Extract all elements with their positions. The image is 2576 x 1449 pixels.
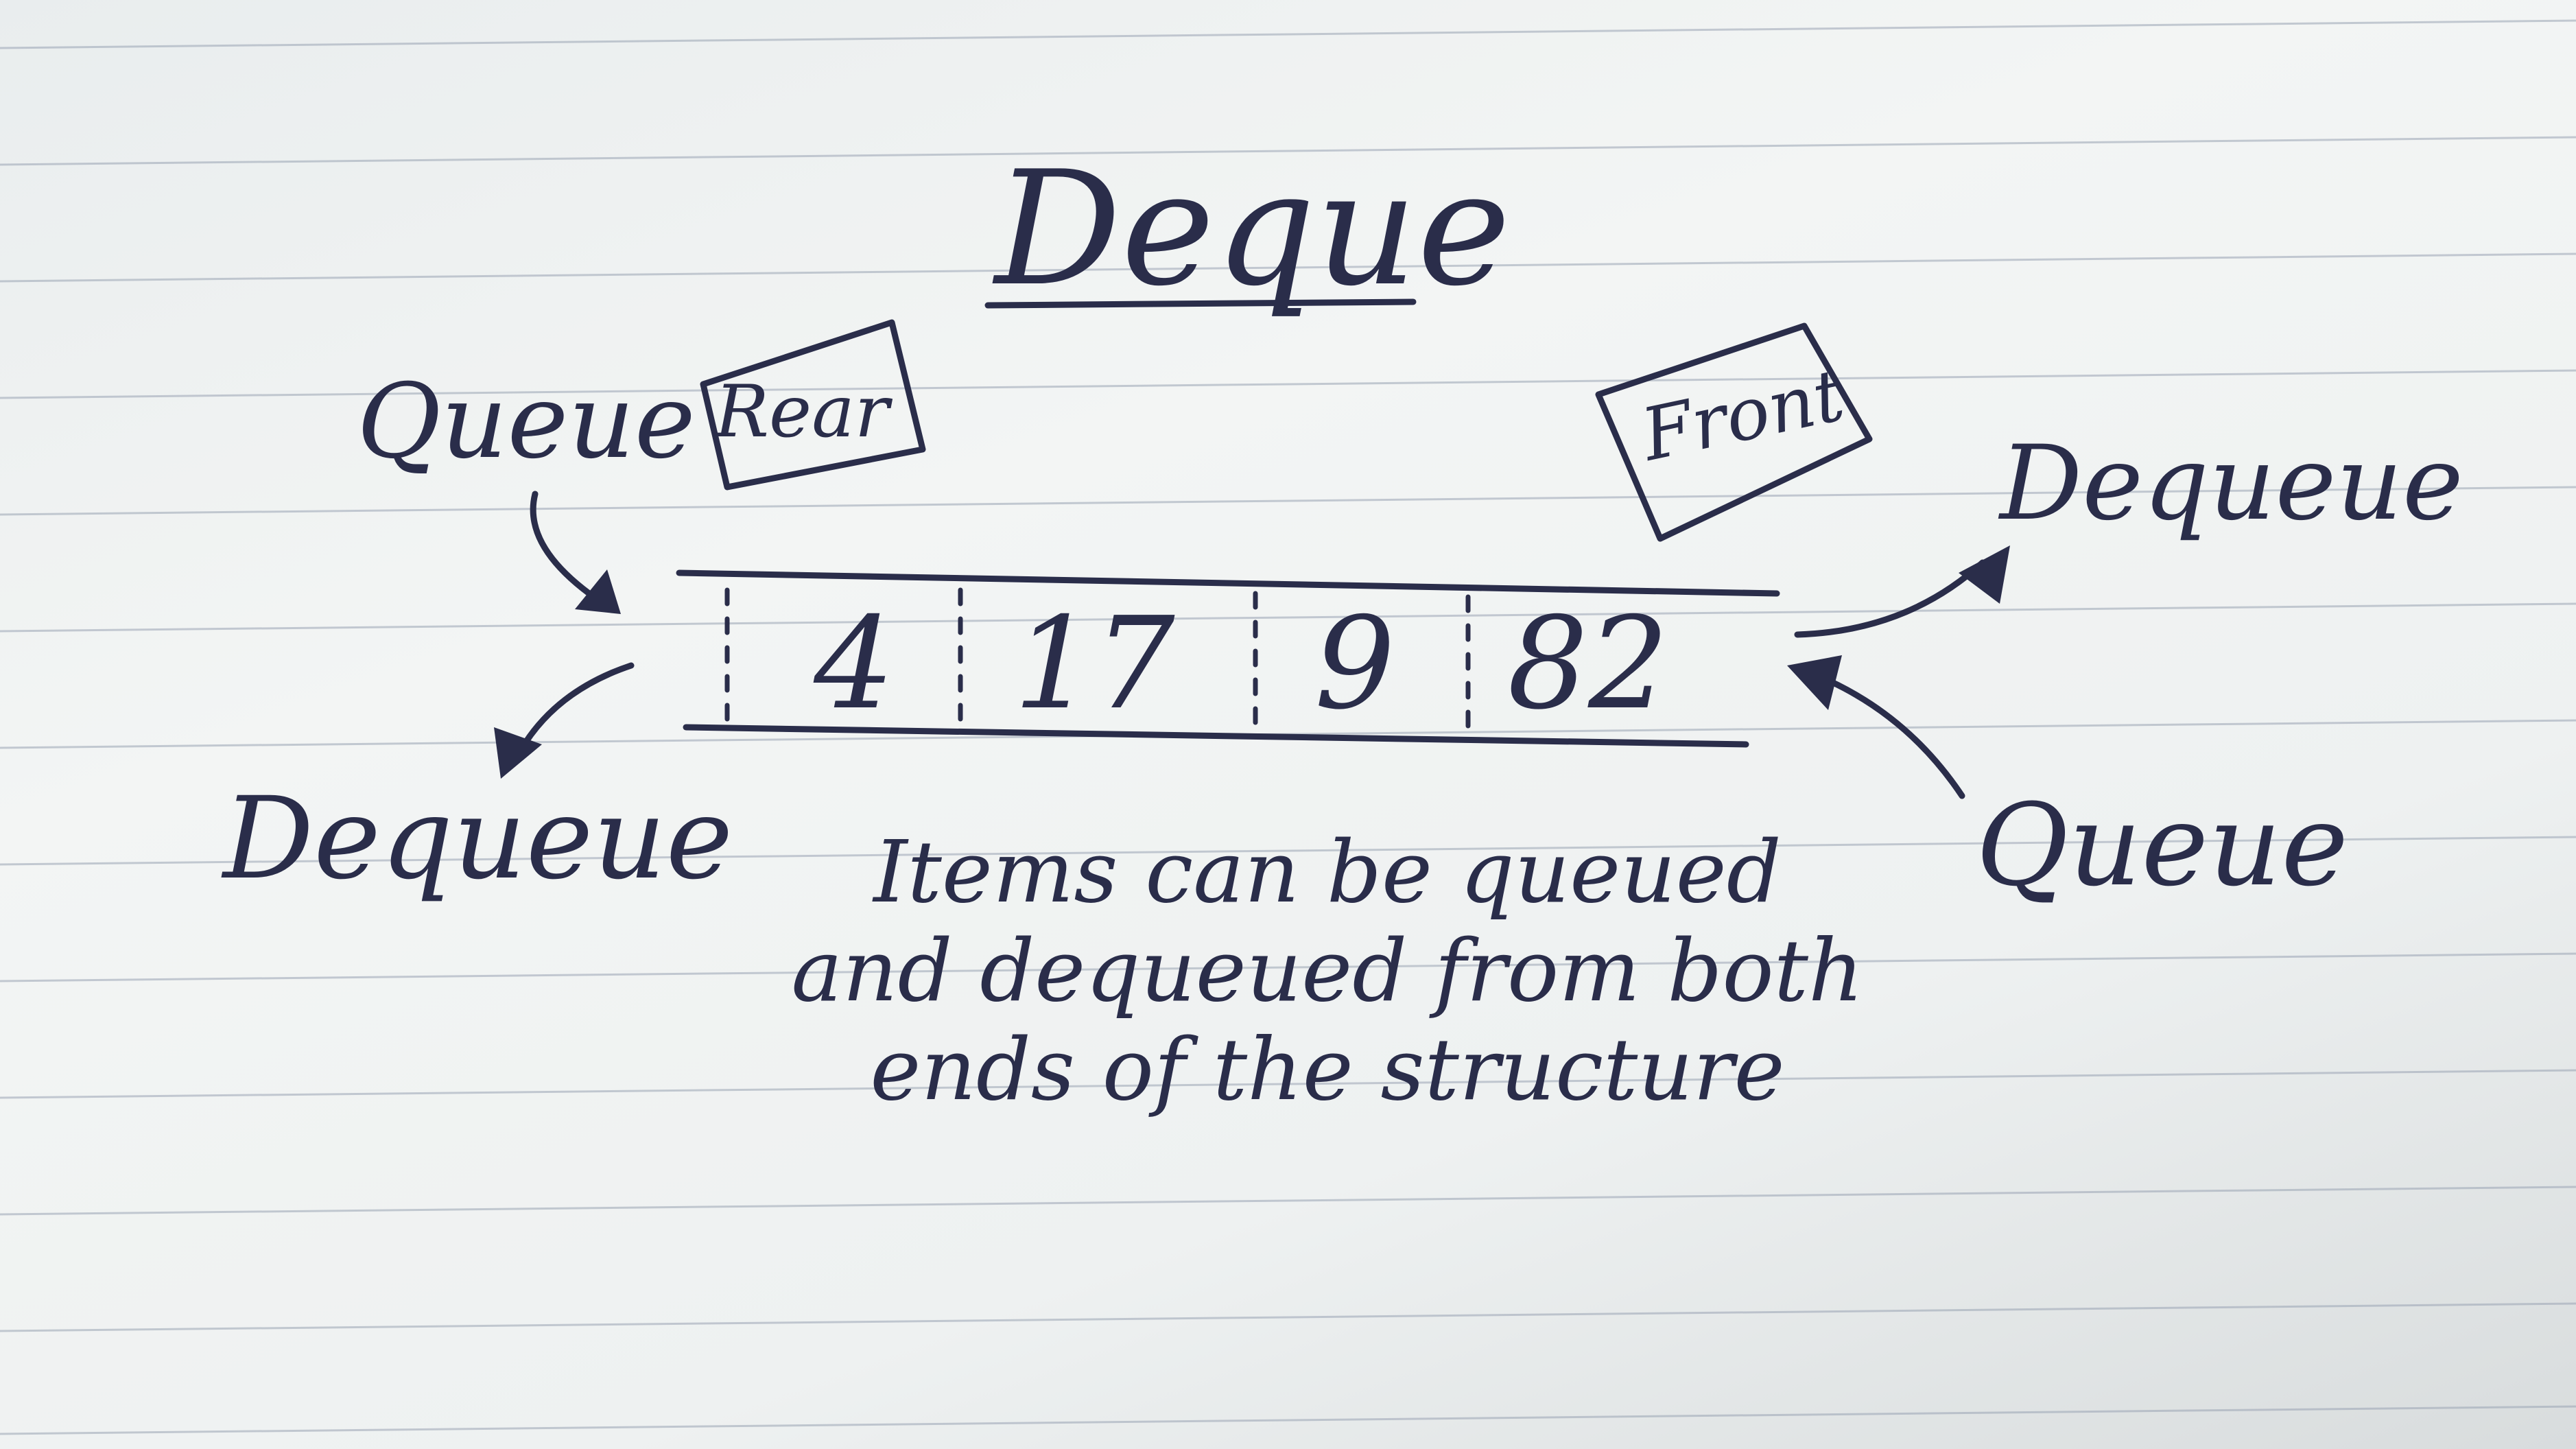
right-dequeue-arrow [1794,559,1986,638]
diagram-title: Deque [995,138,1511,321]
caption: Items can be queued and dequeued from bo… [761,823,1893,1119]
front-box [1595,322,1873,542]
rear-box [700,319,926,491]
left-queue-arrowhead [575,569,621,614]
deque-top-line [676,569,1780,597]
deque-cell-value: 9 [1314,589,1395,738]
deque-cell-value: 82 [1507,589,1669,738]
deque-bottom-line [683,724,1749,748]
deque-cell-value: 4 [814,589,895,738]
left-queue-arrow [530,491,607,607]
rear-label: Rear [715,370,889,453]
title-underline [984,298,1417,309]
right-queue-arrow [1815,672,1965,799]
caption-line: ends of the structure [870,1020,1785,1120]
caption-line: and dequeued from both [791,921,1864,1021]
caption-line: Items can be queued [873,823,1782,922]
cell-separators [724,587,1471,740]
right-dequeue-label: Dequeue [2000,424,2463,543]
right-queue-label: Queue [1976,779,2349,911]
right-dequeue-arrowhead [1959,545,2010,604]
left-dequeue-label: Dequeue [223,773,733,904]
deque-cell-value: 17 [1013,589,1175,738]
left-queue-label: Queue [357,362,696,482]
left-dequeue-arrowhead [494,727,542,779]
right-queue-arrowhead [1787,655,1842,710]
